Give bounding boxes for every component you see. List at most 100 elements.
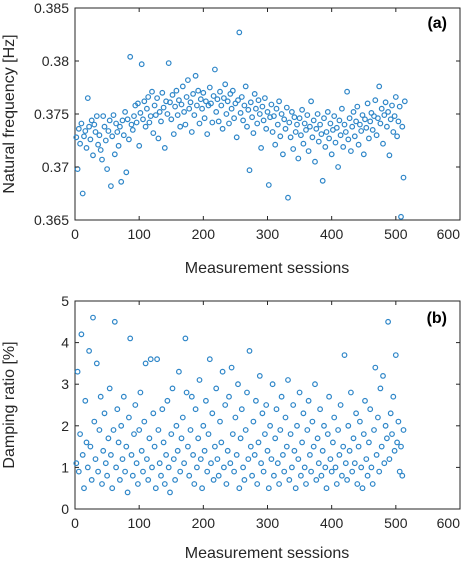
data-point — [155, 427, 162, 433]
data-point — [240, 117, 247, 124]
data-point — [298, 132, 304, 139]
ticks-a: 0 100 200 300 400 500 600 0.365 0.37 0.375 0.38 0.3… — [34, 0, 461, 242]
data-point — [328, 468, 335, 475]
data-point — [83, 439, 90, 446]
data-point — [133, 460, 140, 467]
data-point — [181, 460, 188, 467]
data-point — [382, 422, 389, 429]
data-point — [360, 431, 367, 438]
data-point — [350, 435, 357, 442]
data-point — [255, 97, 262, 104]
data-point — [289, 464, 295, 471]
data-point — [131, 113, 137, 119]
data-point — [301, 120, 308, 127]
data-point — [287, 134, 294, 141]
data-point — [312, 381, 318, 388]
data-point — [83, 144, 90, 151]
data-point — [348, 148, 354, 155]
data-point — [228, 364, 235, 371]
data-point — [156, 460, 163, 467]
data-point — [271, 472, 277, 479]
data-point — [242, 427, 249, 433]
data-point — [385, 318, 392, 325]
data-point — [272, 435, 279, 442]
data-point — [178, 435, 185, 442]
data-point — [159, 89, 166, 96]
data-point — [107, 183, 114, 190]
data-point — [93, 360, 100, 367]
data-point — [137, 109, 144, 116]
data-point — [265, 485, 272, 492]
y-tick-label: 0.365 — [34, 212, 69, 228]
data-point — [77, 140, 83, 147]
data-point — [237, 109, 244, 116]
data-point — [182, 121, 189, 128]
data-point — [208, 100, 214, 107]
data-point — [268, 101, 275, 108]
data-point — [228, 105, 235, 112]
data-point — [152, 112, 159, 118]
data-point — [274, 460, 281, 467]
data-point — [282, 414, 289, 421]
data-point — [156, 108, 163, 115]
data-point — [78, 331, 85, 338]
data-point — [292, 485, 299, 492]
data-point — [205, 431, 212, 438]
data-point — [314, 435, 321, 442]
data-point — [303, 126, 309, 133]
data-point — [217, 418, 223, 425]
data-point — [111, 318, 118, 325]
data-point — [209, 119, 216, 126]
data-point — [398, 213, 404, 220]
data-point — [111, 151, 118, 158]
data-point — [204, 131, 211, 138]
data-point — [250, 130, 257, 137]
data-point — [124, 116, 131, 123]
data-point — [223, 111, 230, 117]
data-point — [118, 422, 125, 429]
data-point — [372, 97, 379, 104]
data-point — [91, 121, 98, 128]
data-point — [276, 481, 283, 487]
data-point — [399, 123, 406, 130]
data-point — [264, 108, 271, 115]
data-point — [254, 120, 261, 127]
data-point — [263, 125, 270, 132]
data-point — [362, 397, 368, 404]
data-point — [359, 485, 366, 492]
panel-label-a: (a) — [427, 15, 447, 32]
x-tick-label: 400 — [320, 515, 344, 531]
data-point — [384, 123, 390, 130]
data-point — [84, 464, 91, 471]
data-point — [91, 418, 98, 425]
data-point — [211, 66, 218, 73]
data-point — [199, 105, 206, 112]
data-point — [255, 439, 262, 446]
data-point — [372, 364, 379, 371]
data-point — [172, 103, 179, 110]
data-point — [229, 87, 236, 94]
data-point — [241, 477, 248, 483]
data-point — [151, 443, 158, 450]
data-point — [208, 460, 214, 467]
data-point — [75, 125, 82, 132]
data-point — [191, 112, 198, 118]
data-point — [183, 389, 190, 396]
x-tick-label: 500 — [384, 515, 408, 531]
data-point — [150, 130, 157, 137]
data-point — [167, 489, 173, 496]
data-point — [172, 477, 179, 483]
data-point — [87, 443, 94, 450]
data-point — [377, 120, 384, 127]
data-point — [394, 133, 401, 140]
data-point — [396, 103, 403, 110]
data-point — [355, 141, 362, 148]
data-point — [250, 418, 257, 425]
data-point — [110, 427, 117, 433]
data-point — [93, 113, 100, 119]
data-point — [128, 452, 135, 458]
data-point — [378, 105, 385, 112]
data-point — [165, 60, 172, 66]
data-point — [366, 135, 372, 142]
data-point — [264, 447, 271, 454]
